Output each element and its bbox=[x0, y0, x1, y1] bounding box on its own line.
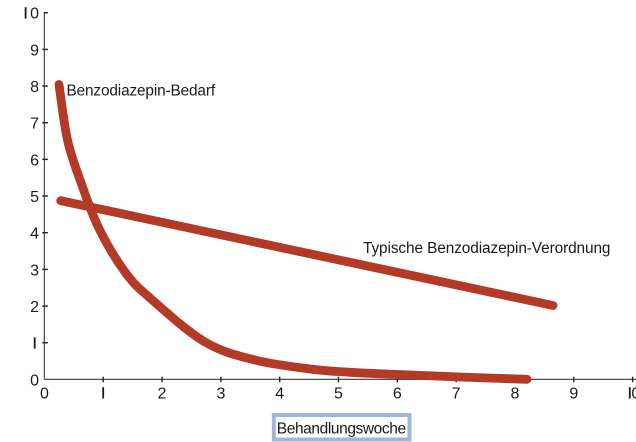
svg-text:7: 7 bbox=[452, 386, 461, 403]
svg-text:Behandlungswoche: Behandlungswoche bbox=[277, 421, 406, 438]
svg-text:0: 0 bbox=[631, 386, 636, 403]
svg-text:0: 0 bbox=[40, 386, 49, 403]
svg-text:8: 8 bbox=[30, 79, 39, 96]
svg-text:4: 4 bbox=[30, 226, 39, 243]
svg-text:7: 7 bbox=[30, 116, 39, 133]
svg-text:0: 0 bbox=[30, 372, 39, 389]
svg-text:2: 2 bbox=[30, 299, 39, 316]
svg-text:3: 3 bbox=[216, 386, 225, 403]
svg-text:6: 6 bbox=[30, 152, 39, 169]
svg-text:5: 5 bbox=[334, 386, 343, 403]
svg-text:8: 8 bbox=[511, 386, 520, 403]
svg-text:Typische Benzodiazepin-Verordn: Typische Benzodiazepin-Verordnung bbox=[363, 240, 610, 257]
svg-text:4: 4 bbox=[275, 386, 284, 403]
svg-text:2: 2 bbox=[158, 386, 167, 403]
svg-text:5: 5 bbox=[30, 189, 39, 206]
svg-text:6: 6 bbox=[393, 386, 402, 403]
svg-text:Benzodiazepin-Bedarf: Benzodiazepin-Bedarf bbox=[67, 83, 216, 100]
svg-text:9: 9 bbox=[30, 42, 39, 59]
svg-text:9: 9 bbox=[569, 386, 578, 403]
svg-text:0: 0 bbox=[30, 6, 39, 23]
svg-text:3: 3 bbox=[30, 262, 39, 279]
